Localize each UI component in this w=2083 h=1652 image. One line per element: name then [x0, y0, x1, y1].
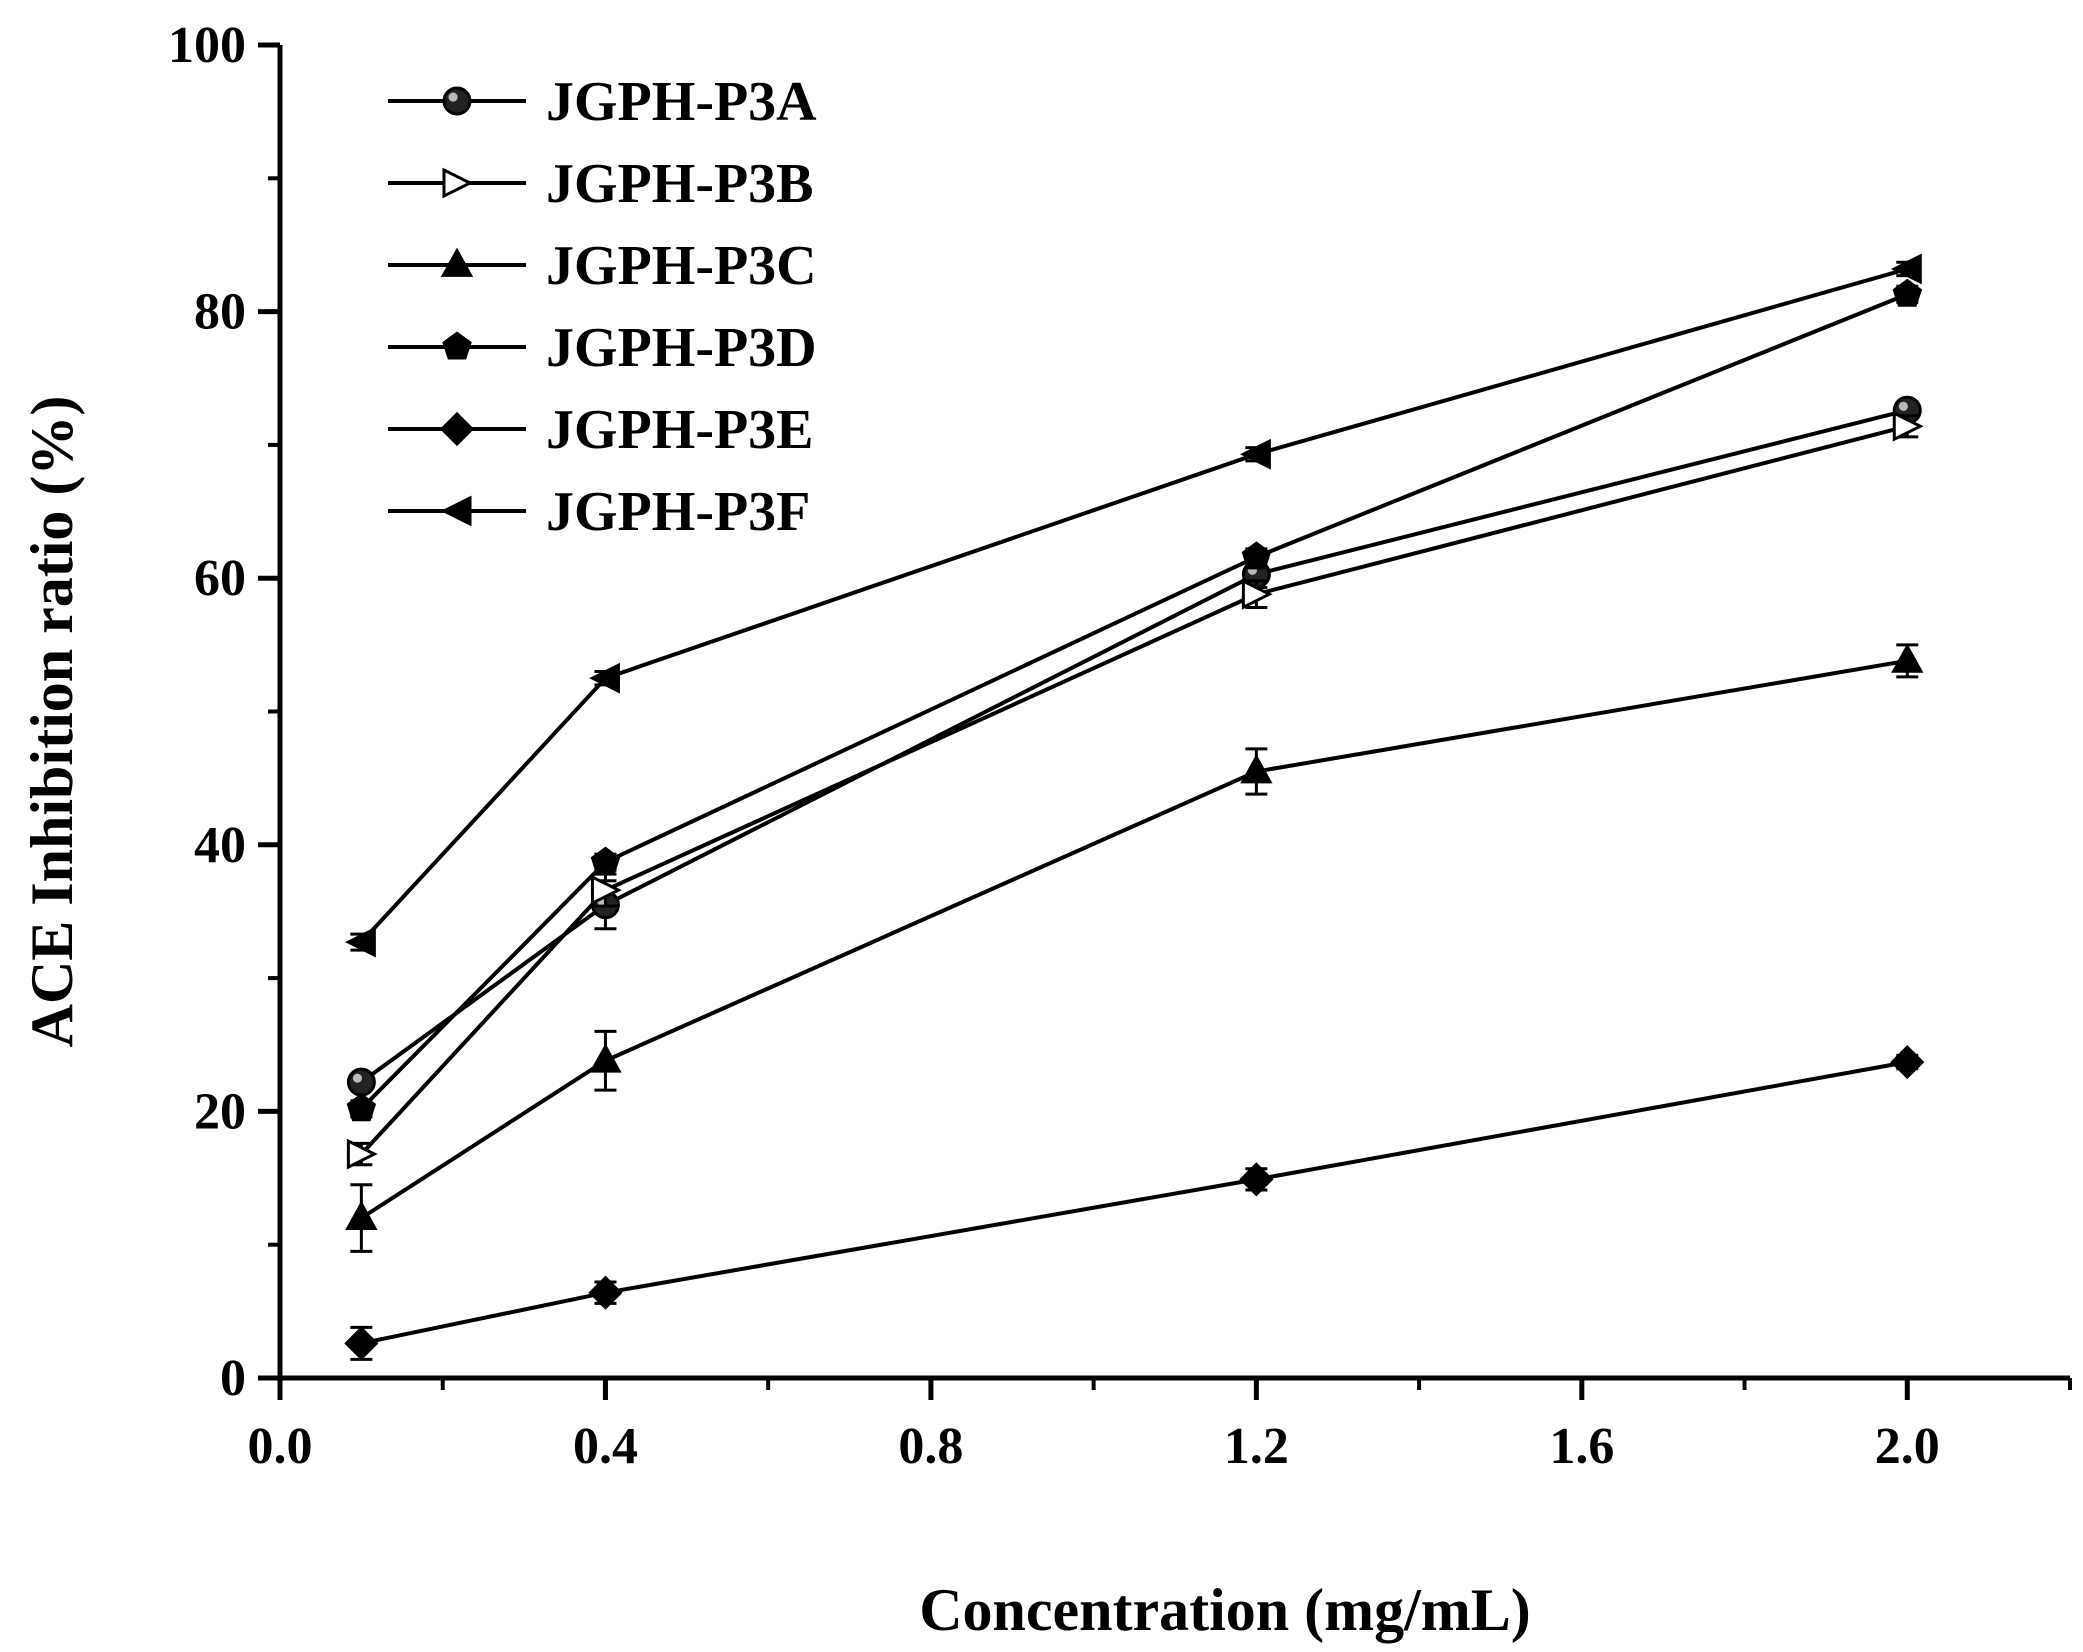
series-jgph-p3b [346, 410, 1924, 1170]
series-jgph-p3d [346, 278, 1923, 1122]
y-tick-label-40: 40 [194, 817, 246, 874]
data-point-jgph-p3f [589, 662, 620, 694]
x-axis-title: Concentration (mg/mL) [919, 1577, 1531, 1643]
y-tick-label-80: 80 [194, 284, 246, 341]
data-point-jgph-p3c [345, 1200, 378, 1230]
legend-marker-jgph-p3b [442, 167, 474, 199]
data-point-jgph-p3a [346, 1067, 376, 1097]
data-point-jgph-p3b [590, 874, 622, 906]
x-tick-label-1.2: 1.2 [1224, 1418, 1289, 1475]
series-layer [344, 253, 1925, 1361]
series-line-jgph-p3e [360, 1060, 1908, 1346]
data-point-jgph-p3b [346, 1138, 378, 1170]
data-point-jgph-p3d [590, 846, 621, 875]
axes: 0 20 40 60 80 100 0.0 0.4 0.8 1.2 1.6 2.0 [168, 17, 2072, 1475]
y-tick-label-0: 0 [220, 1350, 246, 1407]
data-point-jgph-p3e [1890, 1045, 1925, 1080]
legend-item-jgph-p3f: JGPH-P3F [388, 481, 810, 543]
legend-label-jgph-p3a: JGPH-P3A [546, 71, 817, 133]
legend-item-jgph-p3c: JGPH-P3C [388, 235, 817, 297]
y-axis-title: ACE Inhibition ratio (%) [19, 396, 85, 1048]
data-point-jgph-p3e [588, 1275, 623, 1310]
x-tick-label-2: 2.0 [1875, 1418, 1940, 1475]
legend: JGPH-P3A JGPH-P3B JGPH-P3C JGPH-P3D JGPH-P3E… [388, 71, 817, 543]
data-point-jgph-p3f [1240, 438, 1271, 470]
legend-label-jgph-p3e: JGPH-P3E [546, 399, 814, 461]
data-point-jgph-p3c [1240, 754, 1273, 784]
x-tick-label-0.8: 0.8 [898, 1418, 963, 1475]
data-point-jgph-p3e [1239, 1162, 1274, 1197]
data-point-jgph-p3d [1892, 278, 1923, 307]
legend-label-jgph-p3c: JGPH-P3C [546, 235, 817, 297]
y-tick-label-100: 100 [168, 17, 246, 74]
data-point-jgph-p3b [1892, 410, 1924, 442]
series-jgph-p3c [345, 643, 1924, 1253]
y-tick-label-60: 60 [194, 550, 246, 607]
y-tick-label-20: 20 [194, 1083, 246, 1140]
series-jgph-p3e [344, 1045, 1925, 1361]
data-point-jgph-p3c [589, 1043, 622, 1073]
data-point-jgph-p3f [1890, 253, 1922, 285]
legend-marker-jgph-p3a [442, 86, 472, 116]
series-line-jgph-p3b [359, 424, 1908, 1156]
series-line-jgph-p3f [359, 266, 1908, 944]
x-tick-label-0.4: 0.4 [573, 1418, 638, 1475]
series-line-jgph-p3d [359, 292, 1909, 1111]
legend-label-jgph-p3b: JGPH-P3B [546, 153, 814, 215]
legend-label-jgph-p3d: JGPH-P3D [546, 317, 817, 379]
legend-item-jgph-p3a: JGPH-P3A [388, 71, 817, 133]
legend-marker-jgph-p3c [440, 247, 474, 277]
series-line-jgph-p3c [360, 658, 1908, 1220]
data-point-jgph-p3c [1891, 643, 1924, 673]
x-tick-label-0: 0.0 [248, 1418, 313, 1475]
data-point-jgph-p3d [346, 1093, 377, 1122]
legend-item-jgph-p3b: JGPH-P3B [388, 153, 814, 215]
legend-label-jgph-p3f: JGPH-P3F [546, 481, 810, 543]
legend-marker-jgph-p3d [442, 331, 472, 360]
legend-marker-jgph-p3e [439, 411, 475, 447]
series-jgph-p3f [345, 253, 1922, 958]
legend-item-jgph-p3e: JGPH-P3E [388, 399, 814, 461]
data-point-jgph-p3f [345, 926, 376, 958]
legend-marker-jgph-p3f [440, 495, 472, 527]
data-point-jgph-p3b [1241, 578, 1273, 610]
data-point-jgph-p3e [344, 1326, 379, 1361]
series-line-jgph-p3a [360, 408, 1908, 1084]
x-tick-label-1.6: 1.6 [1549, 1418, 1614, 1475]
legend-item-jgph-p3d: JGPH-P3D [388, 317, 817, 379]
data-point-jgph-p3d [1241, 541, 1272, 570]
